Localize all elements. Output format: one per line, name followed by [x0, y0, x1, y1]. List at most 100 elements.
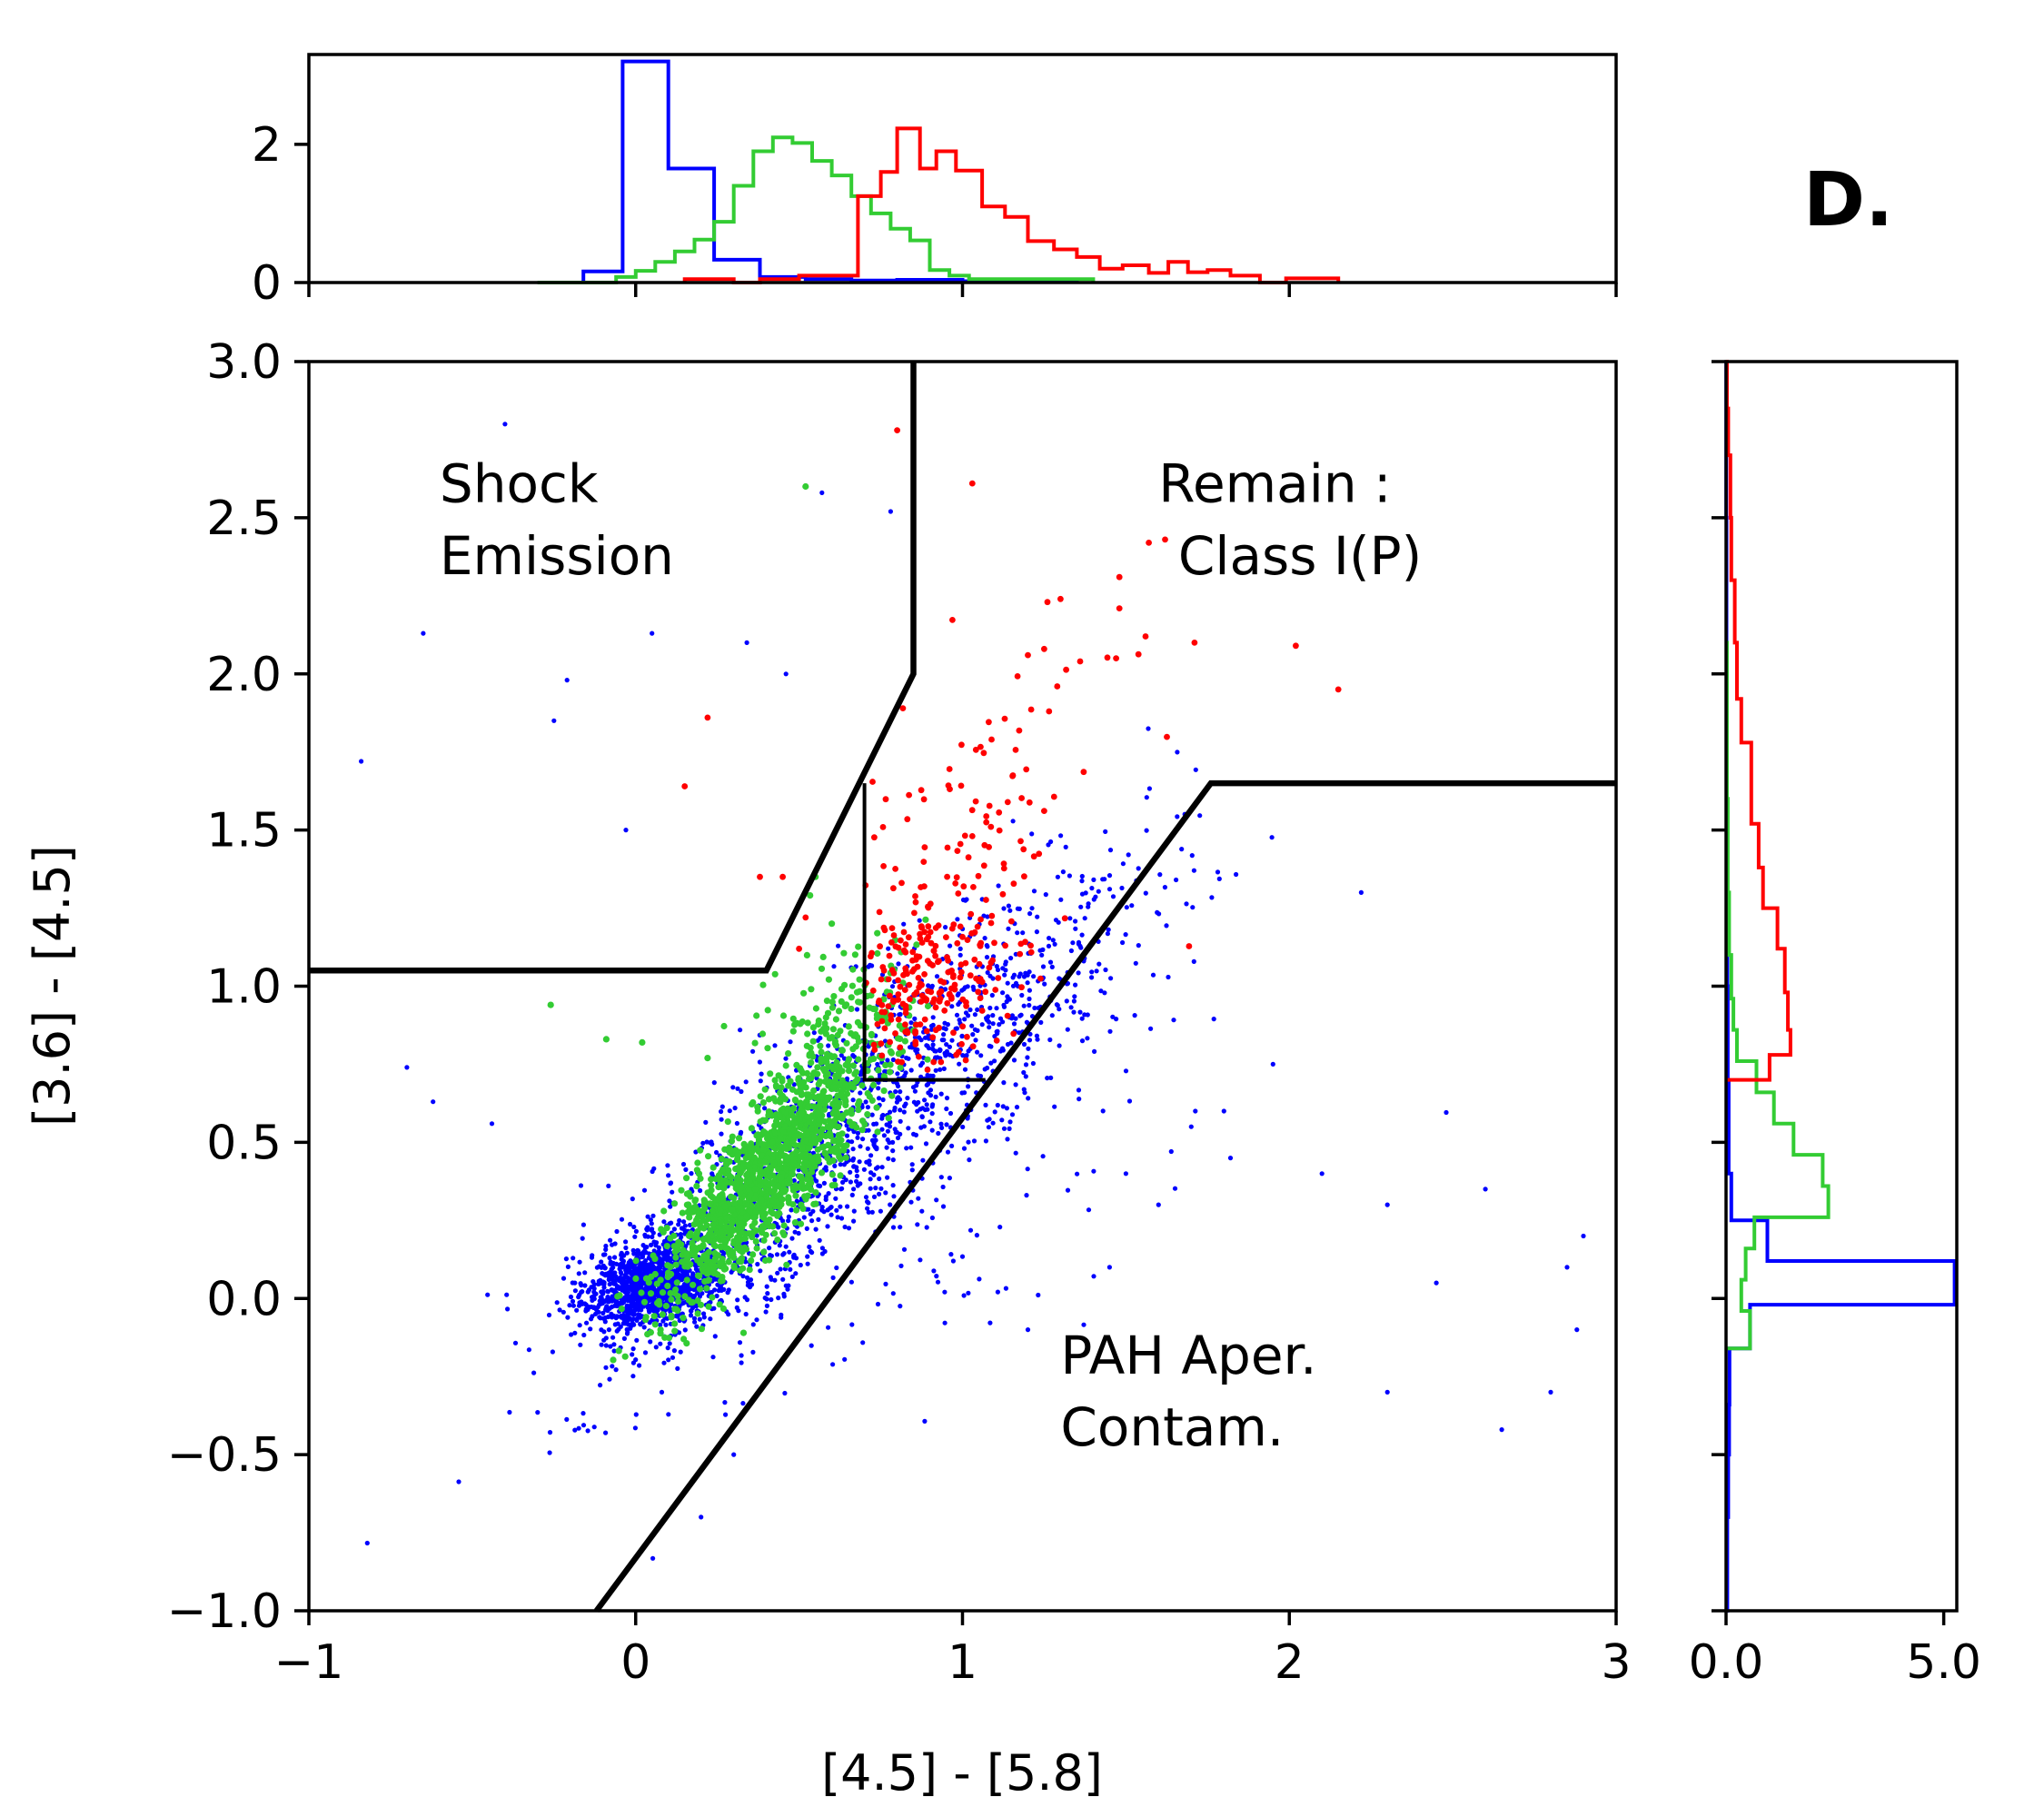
blue-point [1046, 943, 1052, 948]
green-point [829, 920, 836, 928]
blue-point [505, 1306, 511, 1312]
blue-point [546, 1312, 552, 1318]
blue-point [727, 1108, 732, 1114]
red-point [1036, 850, 1043, 858]
green-point [705, 1248, 712, 1256]
green-point [709, 1164, 717, 1171]
blue-point [512, 1340, 519, 1345]
red-point [900, 928, 908, 936]
red-point [996, 827, 1003, 834]
blue-point [1075, 1171, 1080, 1177]
green-point [759, 1147, 768, 1155]
red-point [1030, 853, 1037, 860]
blue-point [709, 1171, 715, 1177]
green-point [725, 1167, 732, 1174]
green-point [682, 1256, 690, 1264]
blue-point [1384, 1202, 1390, 1207]
green-point [632, 1257, 640, 1265]
green-point [761, 1158, 769, 1166]
blue-point [1098, 988, 1104, 994]
red-point [918, 787, 925, 794]
red-point [878, 976, 885, 983]
green-point [700, 1196, 708, 1204]
blue-point [740, 1401, 746, 1406]
blue-point [502, 422, 508, 427]
blue-point [632, 1425, 639, 1431]
green-point [770, 1187, 779, 1194]
green-point [653, 1280, 660, 1287]
green-point [734, 1226, 741, 1234]
blue-point [925, 1081, 931, 1087]
blue-point [901, 921, 907, 927]
red-point [962, 1057, 969, 1064]
green-point [778, 1084, 785, 1091]
blue-point [1025, 972, 1030, 978]
blue-point [640, 1266, 645, 1271]
blue-point [838, 1216, 845, 1221]
red-point [1018, 795, 1025, 801]
blue-point [1144, 828, 1149, 833]
green-point [763, 1193, 770, 1200]
red-point [930, 948, 938, 954]
blue-point [1050, 938, 1056, 943]
blue-point [944, 1122, 949, 1127]
red-point [923, 1028, 930, 1035]
blue-point [791, 1255, 797, 1260]
blue-point [1032, 1005, 1037, 1011]
red-point [952, 880, 959, 887]
red-point [902, 941, 909, 948]
blue-point [628, 1285, 634, 1290]
green-point [814, 1146, 821, 1153]
green-point [825, 976, 833, 983]
green-point [742, 1246, 750, 1253]
blue-point [1499, 1427, 1504, 1433]
blue-point [677, 1217, 682, 1224]
blue-point [794, 1198, 799, 1204]
green-point [737, 1206, 744, 1213]
green-point [805, 1091, 812, 1098]
green-point [838, 1047, 845, 1054]
green-point [895, 1050, 903, 1057]
green-point [727, 1252, 734, 1259]
blue-point [564, 1416, 570, 1422]
green-point [703, 1285, 710, 1292]
red-point [871, 834, 878, 841]
blue-point [602, 1252, 608, 1257]
green-point [849, 966, 857, 973]
blue-point [680, 1300, 686, 1306]
blue-point [666, 1357, 671, 1363]
red-point [929, 998, 937, 1006]
blue-point [612, 1270, 618, 1276]
green-point [779, 1095, 787, 1102]
blue-point [983, 1138, 988, 1144]
blue-point [579, 1283, 584, 1288]
blue-point [888, 1109, 893, 1115]
red-point [936, 1024, 942, 1031]
blue-point [987, 1320, 993, 1326]
blue-point [1123, 1171, 1128, 1177]
blue-point [928, 1119, 933, 1125]
green-point [719, 1277, 726, 1285]
blue-point [614, 1284, 620, 1289]
green-point [913, 941, 920, 948]
green-point [751, 1039, 759, 1047]
blue-point [885, 1137, 890, 1143]
blue-point [879, 1165, 885, 1170]
blue-point [1077, 1009, 1083, 1015]
blue-point [404, 1065, 410, 1070]
blue-point [918, 1257, 923, 1263]
blue-point [1023, 1074, 1028, 1079]
blue-point [1144, 795, 1149, 800]
blue-point [928, 1027, 935, 1032]
blue-point [944, 1096, 950, 1101]
red-point [874, 1021, 881, 1028]
green-point [693, 1216, 700, 1224]
red-point [967, 910, 975, 918]
blue-point [619, 1313, 624, 1318]
green-point [738, 1184, 745, 1191]
blue-point [642, 1350, 649, 1355]
red-point [895, 977, 901, 984]
blue-point [703, 1119, 709, 1125]
green-point [880, 1087, 888, 1095]
blue-point [738, 1028, 743, 1033]
